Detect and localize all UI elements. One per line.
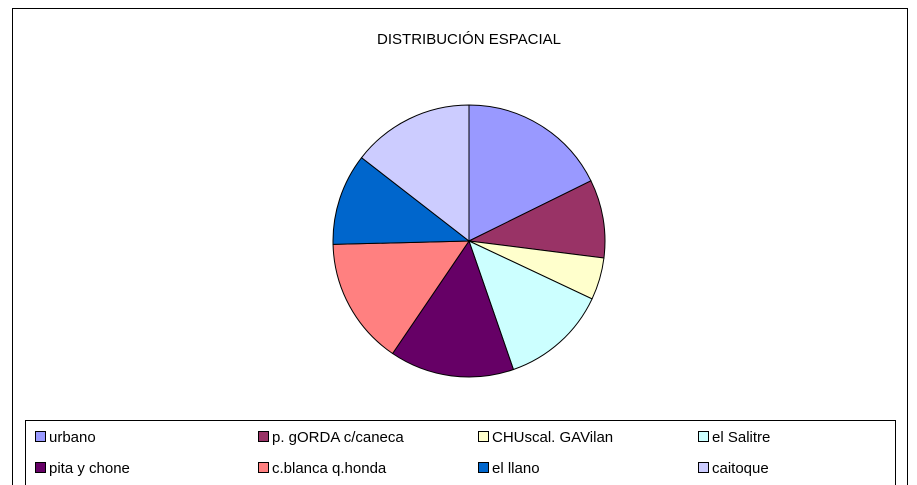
legend-swatch	[698, 462, 709, 473]
legend-label: c.blanca q.honda	[272, 460, 387, 477]
pie-slice	[332, 156, 471, 245]
legend-label: el llano	[492, 460, 540, 477]
legend-items: urbano p. gORDA c/caneca CHUscal. GAVilan e…	[35, 429, 770, 477]
pie-slice	[391, 239, 515, 378]
legend-swatch	[478, 462, 489, 473]
legend-swatch	[258, 462, 269, 473]
chart-title: DISTRIBUCIÓN ESPACIAL	[377, 31, 561, 48]
pie-slice	[332, 240, 470, 355]
legend-label: p. gORDA c/caneca	[272, 429, 404, 446]
legend-swatch	[35, 431, 46, 442]
legend-swatch	[478, 431, 489, 442]
legend-label: urbano	[49, 429, 96, 446]
pie	[332, 104, 606, 378]
pie-slice	[468, 104, 592, 242]
legend-swatch	[35, 462, 46, 473]
legend-label: CHUscal. GAVilan	[492, 429, 613, 446]
pie-slice	[360, 104, 470, 243]
legend-label: pita y chone	[49, 460, 130, 477]
legend-label: el Salitre	[712, 429, 770, 446]
pie-slice	[468, 240, 593, 371]
legend-label: caitoque	[712, 460, 769, 477]
legend-swatch	[258, 431, 269, 442]
legend	[25, 420, 896, 485]
legend-swatch	[698, 431, 709, 442]
pie-slice	[467, 180, 606, 259]
